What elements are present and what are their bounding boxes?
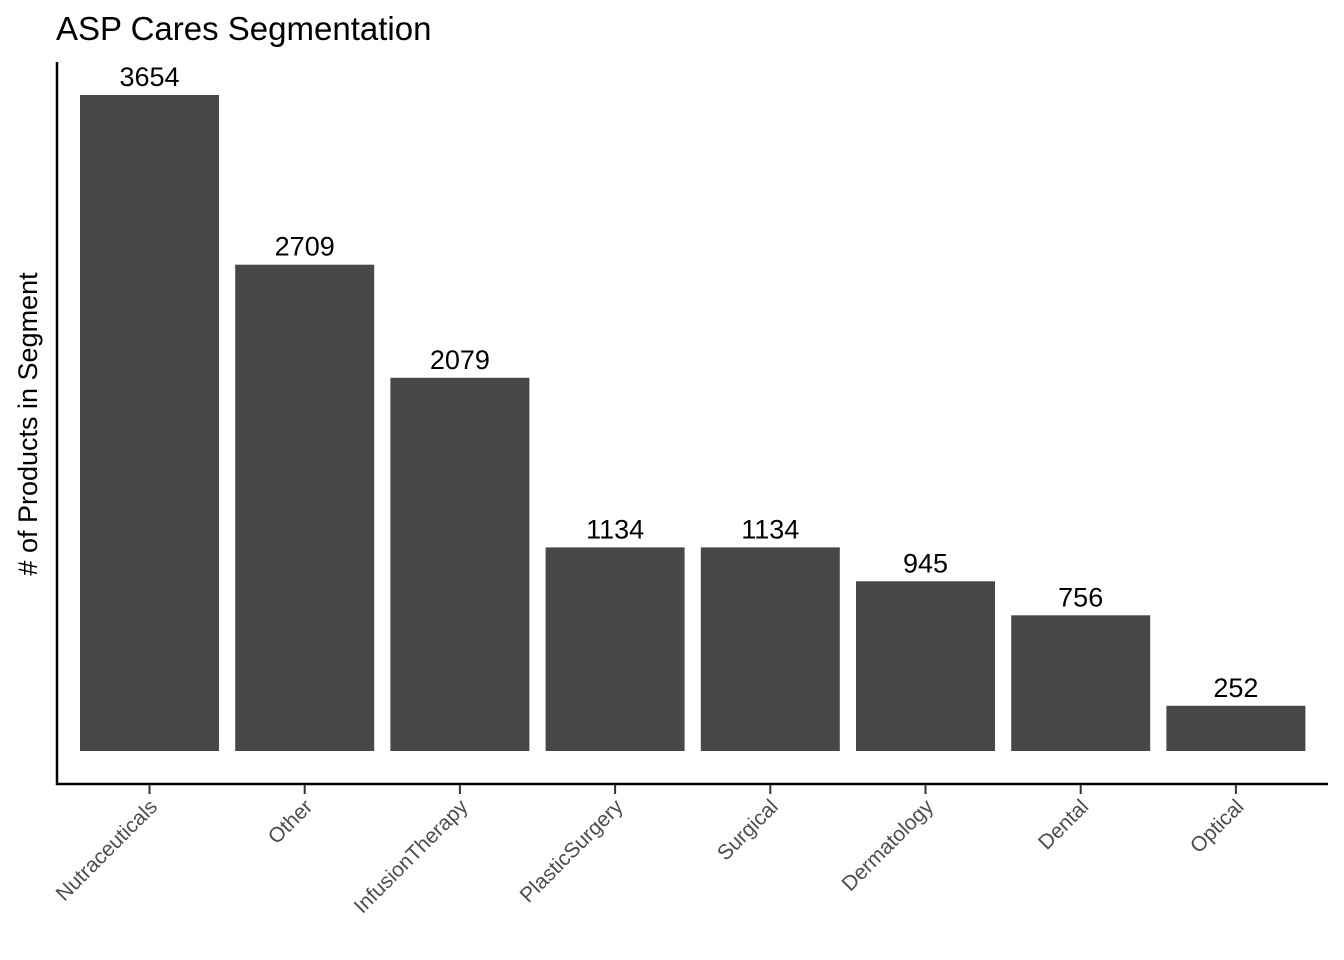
chart-title: ASP Cares Segmentation <box>56 10 431 47</box>
value-label-infusiontherapy: 2079 <box>430 345 490 375</box>
value-label-dermatology: 945 <box>903 548 948 578</box>
value-labels-group: 3654 2709 2079 1134 1134 945 756 252 <box>119 62 1258 703</box>
bar-optical <box>1166 705 1306 751</box>
value-label-nutraceuticals: 3654 <box>119 62 179 92</box>
x-tick-label-dental: Dental <box>1034 795 1093 854</box>
x-tick-label-optical: Optical <box>1186 795 1248 857</box>
value-label-other: 2709 <box>275 232 335 262</box>
bar-dental <box>1011 615 1151 751</box>
bar-surgical <box>700 547 840 751</box>
value-label-dental: 756 <box>1058 582 1103 612</box>
y-axis-label: # of Products in Segment <box>13 272 43 576</box>
bars-group <box>80 95 1306 751</box>
x-tick-label-nutraceuticals: Nutraceuticals <box>52 795 162 905</box>
x-tick-label-dermatology: Dermatology <box>838 795 939 896</box>
value-label-surgical: 1134 <box>741 514 799 544</box>
x-tick-label-surgical: Surgical <box>713 795 783 865</box>
x-tick-label-other: Other <box>264 795 317 848</box>
bar-other <box>235 264 375 751</box>
bar-nutraceuticals <box>80 95 219 751</box>
bar-infusiontherapy <box>390 377 530 751</box>
x-ticks-group: Nutraceuticals Other InfusionTherapy Plasti… <box>52 785 1248 918</box>
bar-dermatology <box>856 581 995 751</box>
bar-plasticsurgery <box>545 547 685 751</box>
x-tick-label-plasticsurgery: PlasticSurgery <box>516 795 628 907</box>
x-tick-label-infusiontherapy: InfusionTherapy <box>350 795 473 918</box>
value-label-optical: 252 <box>1213 673 1258 703</box>
value-label-plasticsurgery: 1134 <box>586 514 644 544</box>
